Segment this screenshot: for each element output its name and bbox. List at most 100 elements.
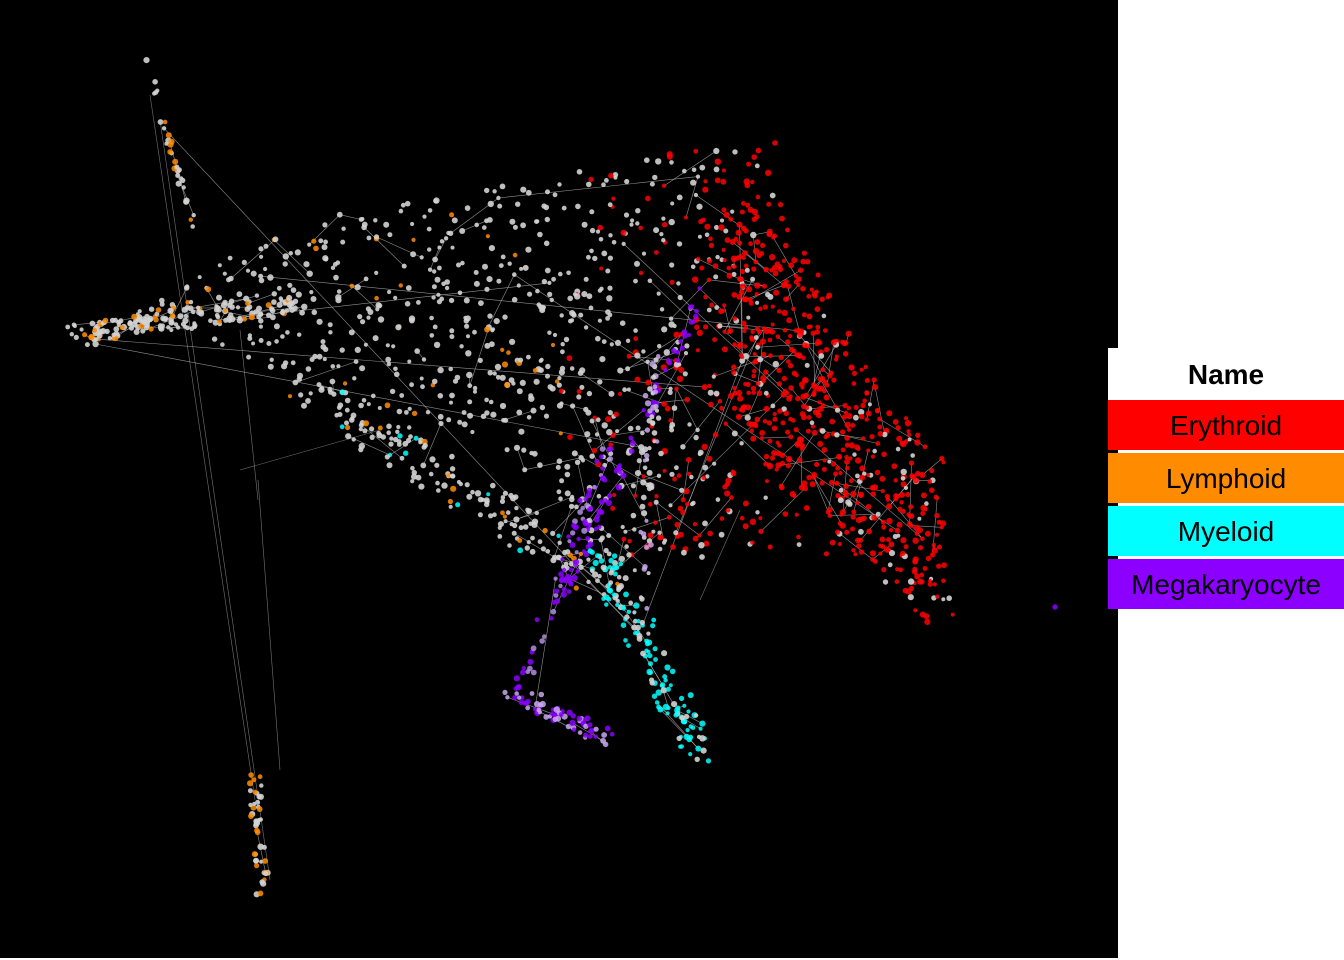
graph-node (342, 381, 348, 386)
graph-node (775, 450, 782, 457)
graph-node (361, 224, 367, 231)
graph-node (733, 236, 739, 242)
graph-node (620, 524, 625, 530)
graph-node (467, 399, 473, 405)
graph-edge (813, 477, 843, 526)
graph-node (269, 307, 276, 314)
graph-node (927, 479, 933, 484)
graph-edge (239, 329, 259, 501)
graph-node (806, 313, 813, 320)
graph-node (621, 241, 626, 246)
graph-node (408, 315, 416, 322)
graph-node (864, 417, 869, 422)
graph-node (506, 350, 511, 355)
graph-node (902, 587, 909, 594)
graph-node (547, 330, 552, 335)
graph-node (941, 578, 946, 584)
graph-node (422, 442, 428, 449)
graph-node (449, 466, 456, 472)
graph-node (339, 389, 345, 395)
graph-node (589, 248, 594, 254)
graph-node (633, 328, 638, 333)
graph-node (258, 273, 264, 279)
graph-node (526, 354, 531, 360)
graph-node (376, 430, 381, 436)
graph-node (646, 486, 653, 492)
graph-node (496, 278, 502, 284)
graph-node (174, 164, 180, 170)
graph-node (605, 499, 613, 506)
graph-node (730, 209, 735, 214)
graph-node (930, 552, 936, 558)
graph-node (737, 240, 743, 246)
graph-node (157, 119, 164, 125)
graph-node (900, 508, 906, 514)
graph-node (266, 312, 272, 318)
graph-node (831, 377, 837, 383)
graph-node (377, 406, 382, 410)
graph-node (659, 307, 665, 312)
graph-node (910, 453, 915, 458)
graph-node (254, 863, 260, 869)
graph-node (674, 521, 680, 528)
graph-node (821, 466, 827, 472)
graph-node (411, 469, 417, 476)
graph-node (256, 806, 263, 812)
graph-node (911, 474, 917, 480)
graph-node (197, 275, 202, 280)
graph-node (835, 493, 841, 499)
graph-node (840, 429, 846, 435)
graph-node (334, 412, 340, 418)
graph-node (256, 305, 262, 312)
graph-node (336, 364, 341, 369)
graph-node (558, 369, 566, 376)
graph-node (634, 376, 641, 383)
graph-node (248, 314, 255, 321)
graph-node (119, 324, 125, 330)
graph-edge (486, 274, 515, 330)
legend-label: Myeloid (1177, 516, 1275, 547)
graph-node (552, 554, 558, 560)
graph-node (788, 416, 793, 422)
graph-node (804, 362, 810, 368)
graph-node (666, 705, 671, 711)
graph-node (941, 460, 946, 465)
graph-node (644, 545, 649, 550)
graph-node (138, 323, 144, 330)
graph-edge (826, 342, 835, 386)
graph-node (592, 571, 599, 578)
graph-node (507, 543, 512, 548)
graph-node (530, 535, 535, 541)
graph-node (888, 527, 894, 533)
graph-node (827, 513, 833, 518)
graph-node (357, 314, 363, 320)
graph-node (484, 187, 490, 194)
graph-node (583, 723, 589, 729)
graph-node (561, 205, 567, 211)
graph-node (701, 384, 708, 391)
graph-node (616, 466, 622, 472)
graph-node (327, 322, 333, 328)
graph-node (405, 285, 412, 291)
graph-node (537, 710, 543, 715)
graph-node (353, 359, 359, 364)
graph-node (647, 278, 653, 284)
graph-node (458, 481, 463, 487)
graph-node (574, 293, 581, 300)
graph-node (820, 376, 826, 382)
graph-node (554, 588, 560, 594)
graph-node (934, 532, 940, 537)
graph-node (362, 428, 368, 434)
graph-node (607, 493, 613, 499)
graph-node (531, 518, 539, 525)
graph-node (287, 282, 293, 288)
graph-node (585, 536, 591, 542)
graph-node (169, 312, 176, 319)
graph-node (638, 225, 643, 231)
graph-node (466, 334, 470, 339)
graph-node (608, 172, 614, 179)
graph-node (449, 400, 453, 405)
graph-node (556, 458, 563, 465)
graph-node (654, 250, 659, 255)
graph-node (728, 216, 734, 222)
